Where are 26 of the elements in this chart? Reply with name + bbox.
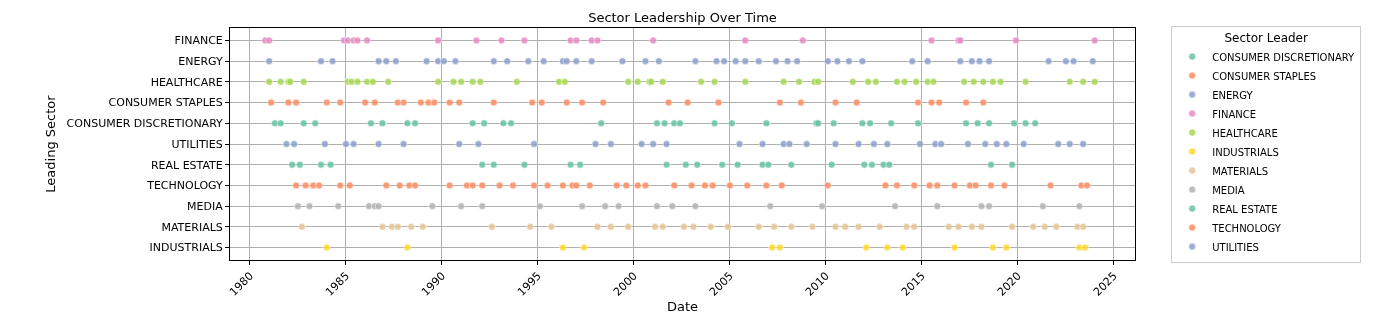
legend-label: TECHNOLOGY bbox=[1211, 222, 1282, 234]
x-axis-title: Date bbox=[666, 299, 699, 315]
y-tick-label: CONSUMER STAPLES bbox=[108, 96, 223, 110]
y-tick-label: FINANCE bbox=[174, 34, 223, 48]
y-tick-label: HEALTHCARE bbox=[150, 75, 223, 89]
y-axis-title: Leading Sector bbox=[42, 94, 58, 193]
legend-label: HEALTHCARE bbox=[1212, 127, 1278, 139]
y-tick-label: MEDIA bbox=[187, 199, 224, 213]
legend-title: Sector Leader bbox=[1224, 31, 1308, 46]
y-tick-label: MATERIALS bbox=[161, 220, 223, 234]
legend-label: FINANCE bbox=[1212, 108, 1257, 120]
legend-label: REAL ESTATE bbox=[1212, 203, 1278, 215]
legend-label: CONSUMER STAPLES bbox=[1212, 70, 1317, 82]
y-tick-label: INDUSTRIALS bbox=[149, 241, 223, 255]
y-tick-label: ENERGY bbox=[178, 54, 224, 68]
legend-label: CONSUMER DISCRETIONARY bbox=[1212, 51, 1356, 63]
legend-label: MATERIALS bbox=[1212, 165, 1268, 177]
legend-label: INDUSTRIALS bbox=[1212, 146, 1279, 158]
y-tick-label: UTILITIES bbox=[171, 137, 223, 151]
chart-title: Sector Leadership Over Time bbox=[588, 9, 777, 25]
legend-label: ENERGY bbox=[1212, 89, 1254, 101]
y-tick-label: TECHNOLOGY bbox=[146, 179, 224, 193]
y-tick-label: CONSUMER DISCRETIONARY bbox=[66, 117, 224, 131]
legend-label: MEDIA bbox=[1212, 184, 1245, 196]
legend-label: UTILITIES bbox=[1212, 241, 1259, 253]
y-tick-label: REAL ESTATE bbox=[150, 158, 223, 172]
